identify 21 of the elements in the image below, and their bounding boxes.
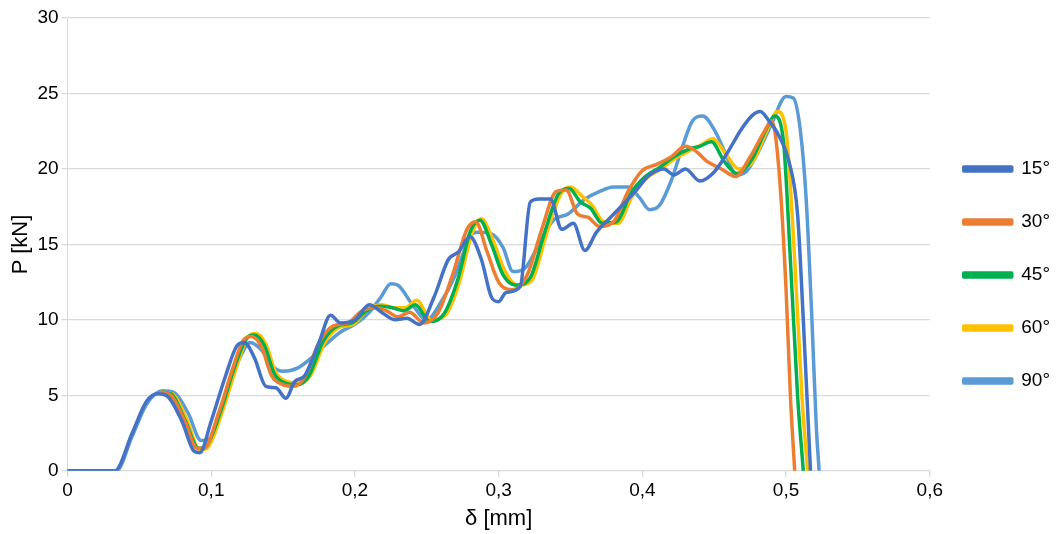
x-tick-label: 0 (62, 479, 73, 501)
x-tick-label: 0,5 (772, 479, 800, 501)
legend-label: 30° (1021, 210, 1050, 232)
y-axis-title: P [kN] (7, 214, 33, 275)
x-tick-label: 0,6 (916, 479, 943, 501)
legend-label: 90° (1021, 369, 1050, 391)
x-tick-label: 0,1 (198, 479, 225, 501)
x-tick-label: 0,4 (629, 479, 656, 501)
x-tick-label: 0,2 (341, 479, 369, 501)
x-tick-label: 0,3 (485, 479, 512, 501)
y-tick-label: 30 (37, 6, 59, 28)
y-tick-label: 25 (37, 81, 59, 103)
x-axis-title: δ [mm] (465, 504, 533, 530)
legend-label: 45° (1021, 263, 1050, 285)
legend-label: 15° (1021, 157, 1050, 179)
y-tick-label: 10 (37, 308, 59, 330)
y-tick-label: 20 (37, 157, 59, 179)
y-tick-label: 5 (47, 383, 59, 405)
legend-label: 60° (1021, 316, 1050, 338)
y-tick-label: 0 (47, 459, 59, 481)
y-tick-label: 15 (37, 232, 59, 254)
